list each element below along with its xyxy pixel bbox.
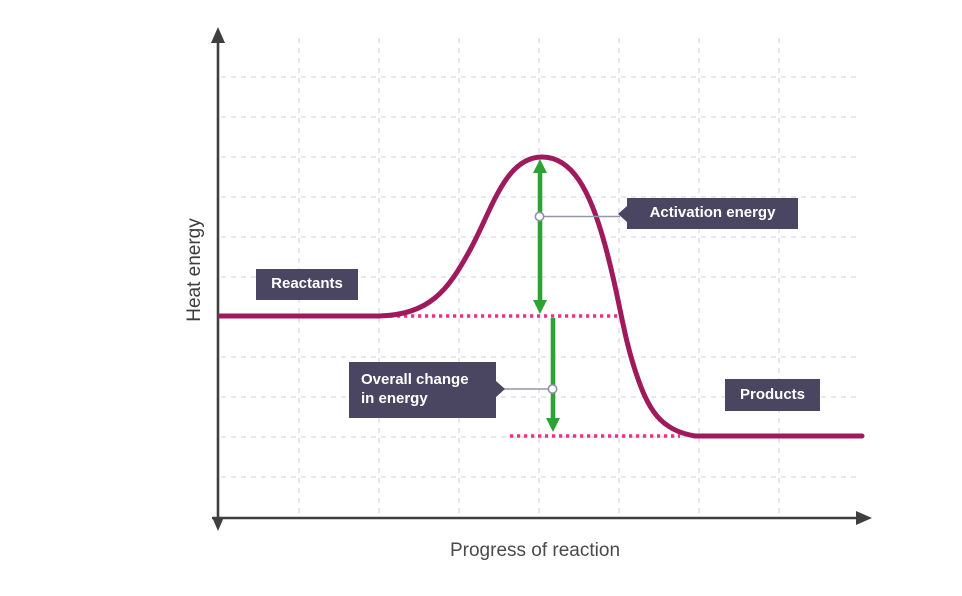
activation-connector-dot-icon: [534, 211, 545, 222]
overall-change-label-line2: in energy: [361, 390, 428, 407]
activation-arrow-up-head-icon: [533, 159, 547, 173]
overall-change-label: Overall change in energy: [349, 362, 505, 418]
label-pointer-icon: [496, 381, 505, 397]
overall-change-label-line1: Overall change: [361, 371, 469, 389]
y-axis-up-arrowhead-icon: [211, 27, 225, 43]
overall-connector-dot-icon: [547, 383, 558, 394]
products-label-text: Products: [739, 385, 805, 403]
reactants-label-text: Reactants: [271, 275, 343, 293]
activation-arrow-down-head-icon: [533, 300, 547, 314]
axes: [211, 27, 872, 531]
callout-connectors: [500, 211, 620, 394]
y-axis-label: Heat energy: [184, 218, 205, 322]
activation-energy-label: Activation energy: [618, 198, 798, 229]
overall-change-arrow: [546, 318, 560, 432]
products-label: Products: [725, 379, 820, 411]
activation-energy-label-text: Activation energy: [649, 204, 776, 222]
reaction-energy-curve: [217, 154, 865, 439]
x-axis-label: Progress of reaction: [449, 540, 621, 561]
label-pointer-icon: [618, 205, 627, 222]
reactants-label: Reactants: [256, 269, 358, 300]
overall-arrow-down-head-icon: [546, 418, 560, 432]
activation-energy-arrow: [533, 159, 547, 314]
x-axis-right-arrowhead-icon: [856, 511, 872, 525]
y-axis-down-arrowhead-icon: [212, 517, 224, 531]
